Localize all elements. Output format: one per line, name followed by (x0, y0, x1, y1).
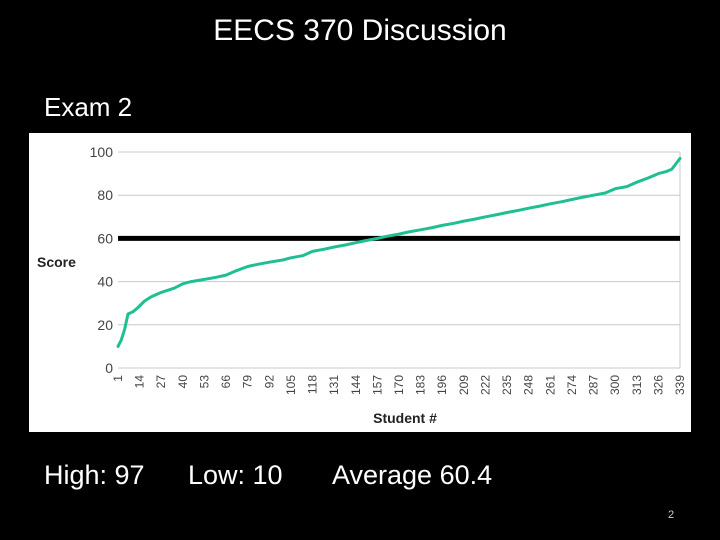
series-group (116, 157, 682, 348)
x-tick-label: 105 (284, 375, 298, 395)
x-tick-label: 339 (673, 375, 687, 395)
x-tick-label: 170 (392, 375, 406, 395)
y-tick-label: 0 (105, 360, 113, 376)
y-tick-labels: 0 20 40 60 80 100 (90, 144, 114, 376)
x-tick-label: 222 (478, 375, 492, 395)
score-chart: 0 20 40 60 80 100 1 14 27 40 53 66 79 92 105 118 131 144… (29, 133, 691, 432)
x-tick-label: 300 (608, 375, 622, 395)
x-tick-label: 261 (543, 375, 557, 395)
x-tick-label: 131 (327, 375, 341, 395)
x-tick-label: 183 (414, 375, 428, 395)
x-tick-label: 248 (522, 375, 536, 395)
x-tick-label: 53 (197, 375, 211, 389)
x-tick-label: 196 (435, 375, 449, 395)
slide-title: EECS 370 Discussion (213, 14, 507, 47)
stat-average: Average 60.4 (332, 460, 493, 490)
slide-subtitle: Exam 2 (44, 92, 133, 122)
x-tick-label: 1 (111, 375, 125, 382)
y-tick-label: 60 (97, 230, 113, 246)
x-tick-label: 66 (219, 375, 233, 389)
slide-number: 2 (668, 509, 675, 521)
y-axis-label: Score (37, 254, 76, 270)
y-tick-label: 100 (90, 144, 114, 160)
x-tick-label: 40 (176, 375, 190, 389)
x-tick-labels: 1 14 27 40 53 66 79 92 105 118 131 144 157 170 183 196 2… (111, 375, 687, 395)
x-tick-label: 14 (133, 375, 147, 389)
x-tick-label: 287 (587, 375, 601, 395)
x-tick-label: 274 (565, 375, 579, 395)
x-tick-label: 79 (241, 375, 255, 389)
x-tick-label: 157 (370, 375, 384, 395)
grid (118, 151, 681, 369)
stat-high: High: 97 (44, 460, 145, 490)
y-tick-label: 40 (97, 274, 113, 290)
y-tick-label: 20 (97, 317, 113, 333)
x-tick-label: 209 (457, 375, 471, 395)
x-tick-label: 27 (154, 375, 168, 389)
x-tick-label: 313 (630, 375, 644, 395)
stat-low: Low: 10 (188, 460, 283, 490)
x-tick-label: 326 (651, 375, 665, 395)
x-tick-label: 144 (349, 375, 363, 395)
x-tick-label: 92 (262, 375, 276, 389)
y-tick-label: 80 (97, 187, 113, 203)
score-series-line (116, 157, 682, 348)
x-axis-label: Student # (373, 410, 437, 426)
x-tick-label: 235 (500, 375, 514, 395)
score-chart-svg: 0 20 40 60 80 100 1 14 27 40 53 66 79 92 105 118 131 144… (37, 144, 687, 426)
x-tick-label: 118 (306, 375, 320, 394)
